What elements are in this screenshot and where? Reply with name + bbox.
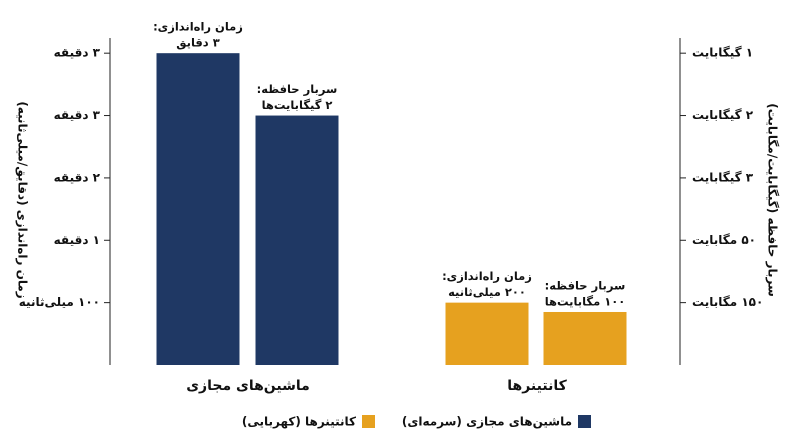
bar-annotation: ۱۰۰ مگابایت‌ها xyxy=(545,294,626,308)
bar xyxy=(445,302,529,365)
category-label: ماشین‌های مجازی xyxy=(186,378,310,394)
y2-tick-label: ۲ گیگابایت xyxy=(692,108,754,122)
y2-tick-label: ۱۵۰ مگابایت xyxy=(692,295,763,309)
bar-annotation: سربار حافظه: xyxy=(545,278,626,292)
bar-annotation: سربار حافظه: xyxy=(257,82,338,96)
bar-annotation: ۳ دقایق xyxy=(176,36,219,50)
y-tick-label: ۲ دقیقه xyxy=(54,170,101,184)
bar xyxy=(156,53,240,365)
y-tick-label: ۳ دقیقه xyxy=(54,108,101,122)
legend-swatch xyxy=(578,415,591,428)
category-label: کانتینرها xyxy=(507,378,567,394)
y-tick-label: ۱۰۰ میلی‌ثانیه xyxy=(19,295,100,309)
bar xyxy=(255,115,339,365)
legend-swatch xyxy=(362,415,375,428)
legend-label: کانتینرها (کهربایی) xyxy=(242,415,356,429)
bar-annotation: ۲ گیگابایت‌ها xyxy=(262,98,333,112)
bar xyxy=(543,311,627,365)
legend-label: ماشین‌های مجازی (سرمه‌ای) xyxy=(402,415,572,429)
y-tick-label: ۱ دقیقه xyxy=(54,233,100,247)
bar-annotation: زمان راه‌اندازی: xyxy=(153,20,243,34)
y2-tick-label: ۵۰ مگابایت xyxy=(692,233,756,247)
y-tick-label: ۳ دقیقه xyxy=(54,46,101,60)
y-axis-title: زمان راه‌اندازی (دقایق/میلی‌ثانیه) xyxy=(16,101,30,298)
y2-axis-title: سربار حافظه (گیگابایت/مگابایت) xyxy=(766,103,780,297)
bar-annotation: ۲۰۰ میلی‌ثانیه xyxy=(448,285,526,299)
y2-tick-label: ۳ گیگابایت xyxy=(692,170,754,184)
bar-annotation: زمان راه‌اندازی: xyxy=(442,269,532,283)
y2-tick-label: ۱ گیگابایت xyxy=(692,46,753,60)
